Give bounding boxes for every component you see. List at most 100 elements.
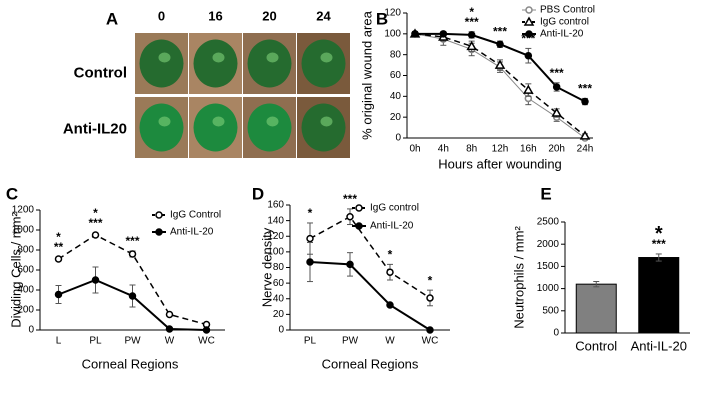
- series: [54, 266, 211, 334]
- marker: [165, 310, 174, 319]
- y-tick-label: 500: [542, 305, 559, 316]
- y-tick-label: 1200: [12, 205, 35, 216]
- panel-label: A: [106, 9, 118, 28]
- significance: ***: [578, 82, 592, 96]
- legend-marker: [523, 16, 535, 26]
- x-tick-label: PW: [124, 336, 141, 347]
- x-tick-label: Anti-IL-20: [631, 338, 687, 353]
- legend-label: PBS Control: [540, 5, 595, 16]
- column-label: 24: [316, 8, 331, 23]
- legend-label: Anti-IL-20: [170, 227, 214, 238]
- y-tick-label: 120: [267, 231, 284, 242]
- marker: [346, 212, 354, 221]
- marker: [346, 260, 354, 269]
- eye-glint: [212, 116, 225, 127]
- x-axis-label: Hours after wounding: [438, 156, 562, 171]
- y-tick-label: 80: [273, 262, 285, 273]
- significance: *: [428, 273, 433, 287]
- panel-label: B: [376, 9, 388, 28]
- marker: [494, 59, 506, 69]
- x-tick-label: Control: [575, 338, 617, 353]
- eye: [247, 103, 292, 152]
- line: [309, 261, 431, 331]
- y-axis-label: Neutrophils / mm²: [511, 226, 526, 329]
- x-tick-label: W: [385, 336, 395, 347]
- legend-symbol: [155, 211, 163, 219]
- series: [306, 242, 434, 334]
- marker: [523, 84, 534, 94]
- eye-glint: [266, 52, 279, 63]
- significance: ***: [493, 24, 507, 38]
- significance-upper: *: [655, 223, 663, 245]
- legend-symbol: [525, 30, 533, 38]
- marker: [551, 107, 562, 117]
- x-tick-label: 20h: [548, 144, 565, 155]
- series: [411, 30, 589, 106]
- legend-marker: [155, 228, 163, 236]
- row-label: Anti-IL20: [63, 120, 127, 137]
- eye-photo: [189, 97, 242, 158]
- legend-label: IgG Control: [170, 210, 221, 221]
- y-tick-label: 2500: [537, 217, 560, 228]
- panel-label: C: [6, 184, 18, 203]
- eye-photo: [297, 33, 350, 94]
- y-tick-label: 1000: [12, 225, 35, 236]
- column-label: 20: [262, 8, 276, 23]
- eye-glint: [320, 52, 333, 63]
- series: [306, 208, 434, 307]
- significance-upper: *: [56, 230, 61, 244]
- marker: [579, 130, 591, 140]
- legend-marker: [355, 204, 363, 212]
- y-axis-label: Nerve density: [259, 227, 274, 307]
- bar: [638, 257, 680, 334]
- y-tick-label: 40: [390, 91, 402, 102]
- x-tick-label: PW: [342, 336, 359, 347]
- y-tick-label: 100: [267, 247, 284, 258]
- marker: [306, 258, 314, 266]
- y-tick-label: 2000: [537, 239, 560, 250]
- legend-symbol: [525, 6, 533, 14]
- eye: [301, 103, 346, 152]
- y-tick-label: 80: [390, 49, 402, 60]
- x-tick-label: L: [56, 336, 62, 347]
- y-tick-label: 1000: [537, 283, 560, 294]
- panel-label: D: [252, 184, 264, 203]
- legend-label: IgG control: [540, 17, 589, 28]
- x-tick-label: 16h: [520, 144, 537, 155]
- x-tick-label: 4h: [438, 144, 449, 155]
- legend-symbol: [355, 222, 363, 230]
- legend-label: Anti-IL-20: [370, 221, 414, 232]
- eye-photo: [189, 33, 242, 94]
- marker: [54, 290, 63, 299]
- eye-glint: [266, 116, 279, 127]
- x-tick-label: 8h: [466, 144, 477, 155]
- x-tick-label: W: [165, 336, 175, 347]
- eye-photo: [243, 33, 296, 94]
- significance-upper: *: [93, 206, 98, 220]
- panel-label: E: [540, 184, 551, 203]
- y-tick-label: 100: [384, 28, 401, 39]
- marker: [552, 83, 561, 91]
- marker: [128, 292, 137, 300]
- y-tick-label: 800: [17, 245, 34, 256]
- marker: [386, 268, 394, 276]
- legend-label: Anti-IL-20: [540, 29, 584, 40]
- legend-marker: [525, 6, 533, 14]
- marker: [426, 294, 434, 302]
- x-axis-label: Corneal Regions: [322, 356, 419, 371]
- marker: [466, 40, 477, 51]
- legend-symbol: [155, 228, 163, 236]
- y-tick-label: 20: [273, 309, 285, 320]
- x-tick-label: 24h: [577, 144, 594, 155]
- column-label: 16: [208, 8, 222, 23]
- y-tick-label: 120: [384, 8, 401, 19]
- eye-photo: [297, 97, 350, 158]
- y-tick-label: 0: [28, 325, 34, 336]
- y-tick-label: 200: [17, 305, 34, 316]
- bar: [575, 283, 617, 334]
- significance: **: [54, 240, 64, 254]
- legend-symbol: [355, 204, 363, 212]
- significance: ***: [125, 234, 139, 248]
- legend-marker: [355, 222, 363, 230]
